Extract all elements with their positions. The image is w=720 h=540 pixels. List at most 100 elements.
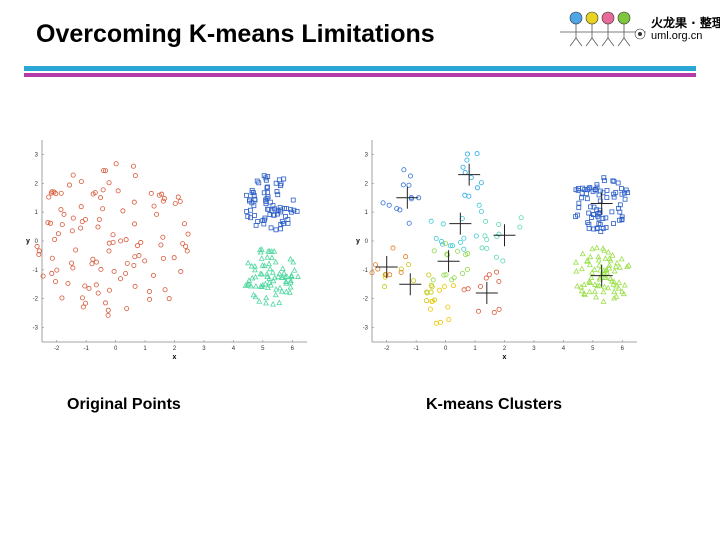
data-point-series-1 xyxy=(255,219,261,224)
data-point-series-0 xyxy=(604,195,610,200)
data-point-series-0 xyxy=(619,214,625,220)
data-point-series-10 xyxy=(373,262,379,268)
data-point-series-1 xyxy=(572,259,579,265)
data-point-series-6 xyxy=(431,248,437,254)
data-point-series-1 xyxy=(613,263,619,269)
x-tick-label: -2 xyxy=(54,346,60,352)
data-point-series-0 xyxy=(610,178,616,184)
data-point-series-0 xyxy=(156,192,162,198)
data-point-series-0 xyxy=(609,209,615,215)
y-tick-label: 2 xyxy=(365,181,369,187)
data-point-series-2 xyxy=(266,248,273,254)
data-point-series-0 xyxy=(160,234,166,240)
data-point-series-1 xyxy=(272,206,277,212)
y-tick-label: -1 xyxy=(33,268,39,274)
data-point-series-1 xyxy=(586,261,593,267)
x-tick-label: 4 xyxy=(562,346,566,352)
data-point-series-2 xyxy=(287,255,294,262)
data-point-series-6 xyxy=(460,270,466,276)
data-point-series-6 xyxy=(443,240,449,246)
data-point-series-1 xyxy=(605,248,612,255)
data-point-series-2 xyxy=(288,273,295,280)
data-point-series-9 xyxy=(477,283,483,289)
data-point-series-9 xyxy=(461,287,467,293)
data-point-series-8 xyxy=(427,306,433,312)
data-point-series-0 xyxy=(576,205,582,211)
data-point-series-0 xyxy=(34,243,40,249)
data-point-series-1 xyxy=(285,220,291,226)
data-point-series-2 xyxy=(276,299,283,306)
data-point-series-0 xyxy=(96,217,102,223)
data-point-series-7 xyxy=(406,262,412,268)
data-point-series-8 xyxy=(433,320,439,326)
data-point-series-0 xyxy=(49,270,55,276)
data-point-series-0 xyxy=(594,225,600,231)
data-point-series-0 xyxy=(619,191,625,197)
data-point-series-0 xyxy=(70,265,76,271)
data-point-series-2 xyxy=(272,291,279,298)
data-point-series-4 xyxy=(482,233,488,239)
data-point-series-2 xyxy=(251,266,258,273)
data-point-series-0 xyxy=(93,282,99,288)
logo-url: uml.org.cn xyxy=(651,30,703,42)
data-point-series-0 xyxy=(154,211,160,217)
data-point-series-0 xyxy=(160,198,166,204)
data-point-series-0 xyxy=(123,237,129,243)
data-point-series-1 xyxy=(602,274,608,280)
data-point-series-0 xyxy=(106,248,112,254)
data-point-series-7 xyxy=(424,298,430,304)
data-point-series-0 xyxy=(138,240,144,246)
data-point-series-2 xyxy=(249,274,256,281)
data-point-series-1 xyxy=(247,198,252,204)
data-point-series-2 xyxy=(394,206,400,212)
data-point-series-1 xyxy=(260,218,266,224)
data-point-series-1 xyxy=(611,278,618,285)
data-point-series-2 xyxy=(273,286,280,292)
data-point-series-2 xyxy=(264,273,271,280)
y-tick-label: 1 xyxy=(365,210,369,216)
data-point-series-1 xyxy=(252,213,257,218)
data-point-series-9 xyxy=(475,308,481,314)
data-point-series-1 xyxy=(600,245,607,251)
data-point-series-3 xyxy=(440,221,446,227)
data-point-series-2 xyxy=(267,265,274,272)
data-point-series-4 xyxy=(493,254,499,260)
data-point-series-0 xyxy=(576,186,581,191)
data-point-series-2 xyxy=(295,273,301,279)
data-point-series-6 xyxy=(451,275,457,281)
data-point-series-0 xyxy=(592,187,598,193)
data-point-series-7 xyxy=(428,289,434,295)
data-point-series-1 xyxy=(605,284,612,291)
original-points-plot: -2 -1 0 1 2 3 4 5 6 3 2 1 0 -1 -2 -3 x y xyxy=(26,140,307,361)
data-point-series-1 xyxy=(278,222,284,227)
data-point-series-1 xyxy=(573,267,580,274)
data-point-series-0 xyxy=(82,283,88,289)
data-point-series-0 xyxy=(130,163,136,169)
data-point-series-0 xyxy=(611,194,617,200)
data-point-series-3 xyxy=(440,241,446,247)
y-tick-label: 0 xyxy=(365,239,369,245)
data-point-series-1 xyxy=(282,206,287,211)
data-point-series-0 xyxy=(597,198,603,204)
data-point-series-0 xyxy=(603,215,609,221)
data-point-series-2 xyxy=(245,280,252,287)
data-point-series-0 xyxy=(83,300,89,306)
data-point-series-2 xyxy=(271,248,278,254)
data-point-series-2 xyxy=(258,246,265,252)
data-point-series-7 xyxy=(426,272,432,278)
data-point-series-0 xyxy=(591,204,597,210)
data-point-series-1 xyxy=(593,244,600,251)
data-point-series-2 xyxy=(286,289,293,295)
caption-kmeans-clusters: K-means Clusters xyxy=(426,396,563,413)
data-point-series-1 xyxy=(613,282,620,289)
data-point-series-2 xyxy=(252,293,259,300)
data-point-series-0 xyxy=(52,236,58,242)
data-point-series-0 xyxy=(59,295,65,301)
x-tick-label: 0 xyxy=(114,346,118,352)
data-point-series-0 xyxy=(611,178,617,184)
y-tick-label: 2 xyxy=(35,181,39,187)
data-point-series-0 xyxy=(573,214,578,220)
data-point-series-1 xyxy=(602,255,609,261)
data-point-series-0 xyxy=(181,221,187,227)
data-point-series-6 xyxy=(430,277,436,283)
